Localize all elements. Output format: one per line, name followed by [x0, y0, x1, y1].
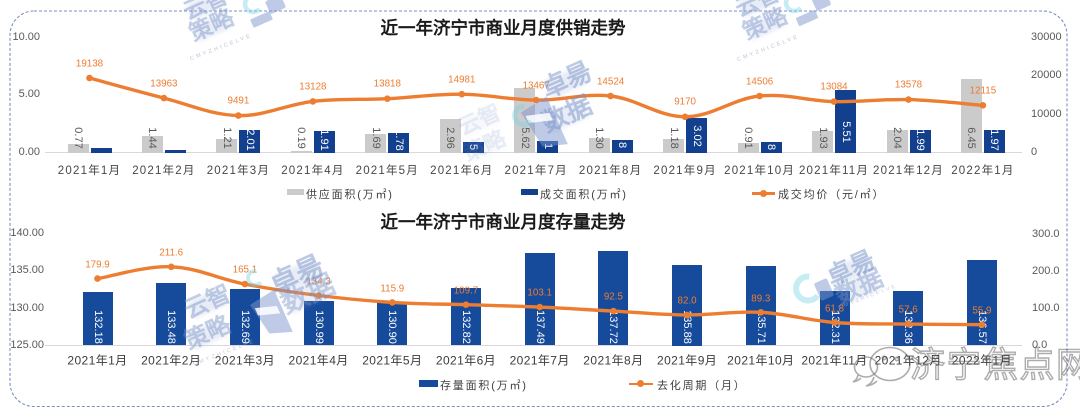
svg-text:济宁焦点网: 济宁焦点网	[910, 346, 1080, 385]
